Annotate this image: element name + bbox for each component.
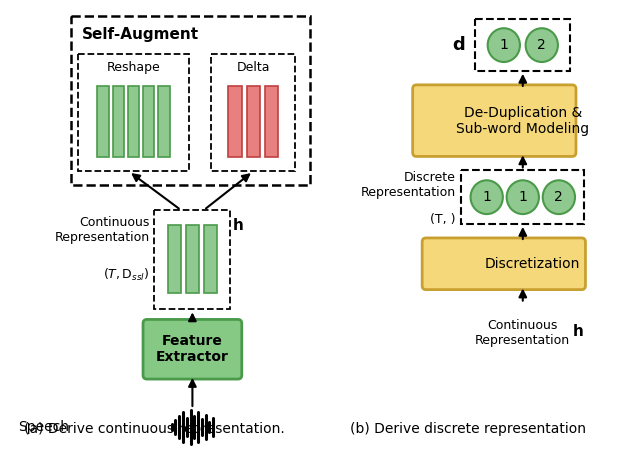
Text: 1: 1 [483, 190, 491, 204]
Text: Speech: Speech [18, 420, 69, 434]
Bar [204, 225, 217, 293]
Bar [71, 16, 310, 185]
Text: (T, ): (T, ) [430, 212, 456, 226]
Bar [211, 54, 295, 172]
Text: Continuous
Representation: Continuous Representation [476, 319, 570, 348]
Text: Discretization: Discretization [484, 257, 580, 271]
Circle shape [525, 28, 558, 62]
Circle shape [470, 180, 503, 214]
Bar [79, 54, 189, 172]
Text: De-Duplication &
Sub-word Modeling: De-Duplication & Sub-word Modeling [456, 106, 589, 136]
Circle shape [543, 180, 575, 214]
Text: (b) Derive discrete representation: (b) Derive discrete representation [349, 422, 586, 436]
Text: $\mathbf{d}$: $\mathbf{d}$ [452, 36, 465, 54]
FancyBboxPatch shape [413, 85, 576, 157]
Text: $\mathbf{h}$: $\mathbf{h}$ [232, 217, 244, 233]
Text: 1: 1 [518, 190, 527, 204]
Text: $\mathbf{h}$: $\mathbf{h}$ [572, 324, 584, 339]
Bar [97, 86, 109, 157]
Text: Delta: Delta [236, 61, 270, 75]
Bar [246, 86, 260, 157]
Text: $(T, \mathrm{D}_{ssl})$: $(T, \mathrm{D}_{ssl})$ [103, 267, 150, 283]
Text: Reshape: Reshape [107, 61, 161, 75]
Circle shape [507, 180, 539, 214]
Bar [128, 86, 140, 157]
Text: Discrete
Representation: Discrete Representation [360, 171, 456, 199]
Bar [143, 86, 154, 157]
Text: Continuous
Representation: Continuous Representation [54, 216, 150, 244]
FancyBboxPatch shape [422, 238, 586, 290]
Text: Feature
Extractor: Feature Extractor [156, 334, 229, 364]
Bar [168, 225, 181, 293]
Bar [158, 86, 170, 157]
FancyBboxPatch shape [143, 319, 242, 379]
Bar [228, 86, 242, 157]
Text: 2: 2 [554, 190, 563, 204]
Bar [461, 170, 584, 224]
Bar [154, 210, 230, 309]
Circle shape [488, 28, 520, 62]
Text: 1: 1 [499, 38, 508, 52]
Bar [113, 86, 124, 157]
Text: 2: 2 [538, 38, 546, 52]
Bar [264, 86, 278, 157]
Bar [476, 19, 570, 71]
Text: (a) Derive continuous representation.: (a) Derive continuous representation. [24, 422, 285, 436]
Text: Self-Augment: Self-Augment [83, 27, 200, 42]
Bar [186, 225, 199, 293]
